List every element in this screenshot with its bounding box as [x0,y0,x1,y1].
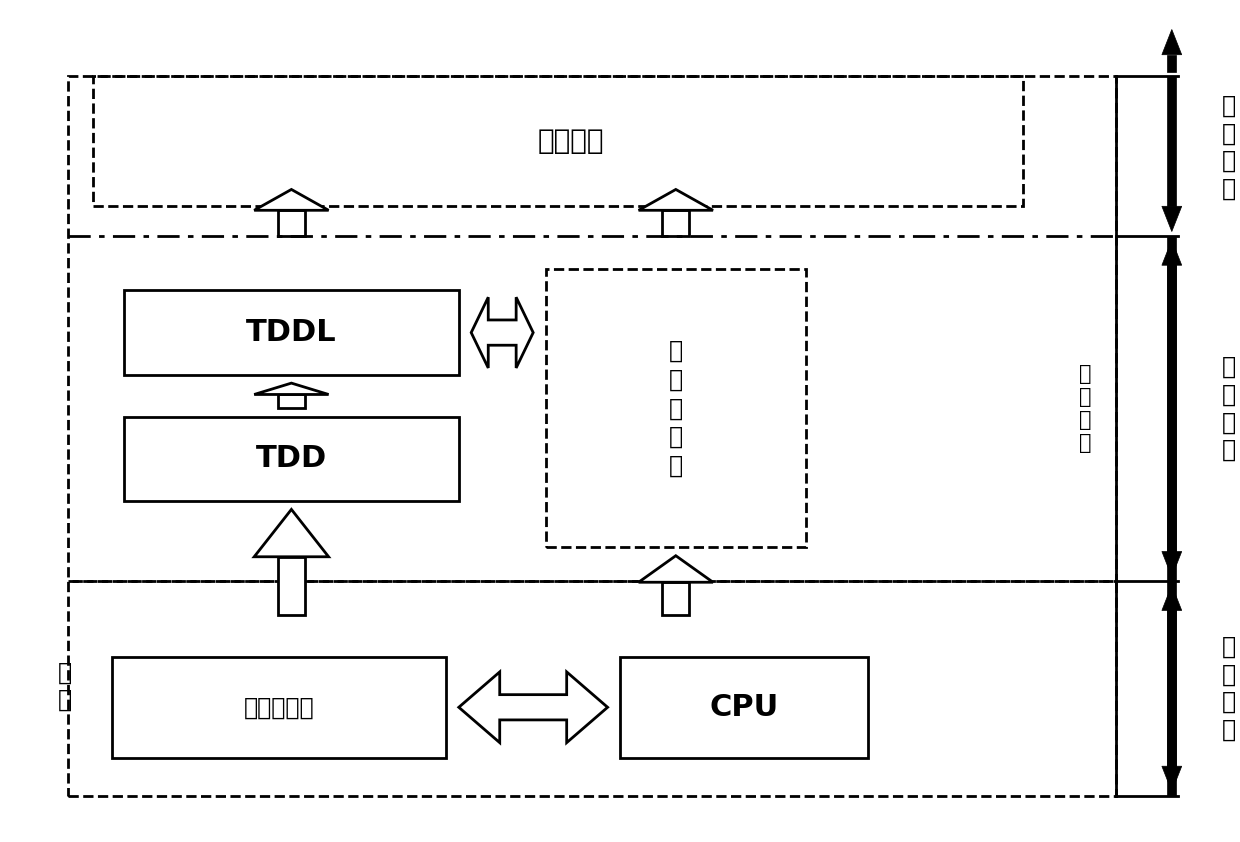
Polygon shape [639,556,713,583]
Text: TDD: TDD [255,445,327,473]
Text: 网
络
协
议
栈: 网 络 协 议 栈 [668,338,683,478]
Bar [662,210,689,236]
Text: TDDL: TDDL [246,318,337,347]
Bar [662,583,689,615]
Text: 可信密码卡: 可信密码卡 [244,695,314,719]
Bar [68,581,1116,796]
Polygon shape [1162,29,1182,55]
Text: 系
统
软
件: 系 统 软 件 [1221,354,1235,462]
Text: 主
板: 主 板 [57,660,72,712]
Bar [93,76,1023,206]
Bar [68,76,1116,581]
Polygon shape [1168,236,1176,552]
Text: CPU: CPU [709,693,779,722]
Text: 硬
件
平
台: 硬 件 平 台 [1221,635,1235,742]
Polygon shape [639,189,713,210]
Polygon shape [254,509,329,557]
Bar [620,657,868,758]
Bar [278,394,305,408]
Polygon shape [1168,55,1176,72]
Polygon shape [1162,206,1182,232]
Polygon shape [1168,265,1176,581]
Text: 可信应用: 可信应用 [537,126,604,155]
Bar [112,657,446,758]
Polygon shape [1168,581,1176,766]
Text: 上
层
应
用: 上 层 应 用 [1221,93,1235,201]
Polygon shape [254,383,329,394]
Bar [124,417,459,501]
Polygon shape [1162,585,1182,610]
Polygon shape [1162,766,1182,791]
Bar [278,557,305,615]
Bar [546,269,806,547]
Polygon shape [459,672,608,743]
Polygon shape [471,297,533,368]
Polygon shape [254,189,329,210]
Polygon shape [1168,610,1176,796]
Text: 操
作
系
统: 操 作 系 统 [1079,364,1091,453]
Polygon shape [1162,240,1182,265]
Polygon shape [1168,76,1176,206]
Bar [124,290,459,375]
Polygon shape [1162,552,1182,577]
Bar [278,210,305,236]
